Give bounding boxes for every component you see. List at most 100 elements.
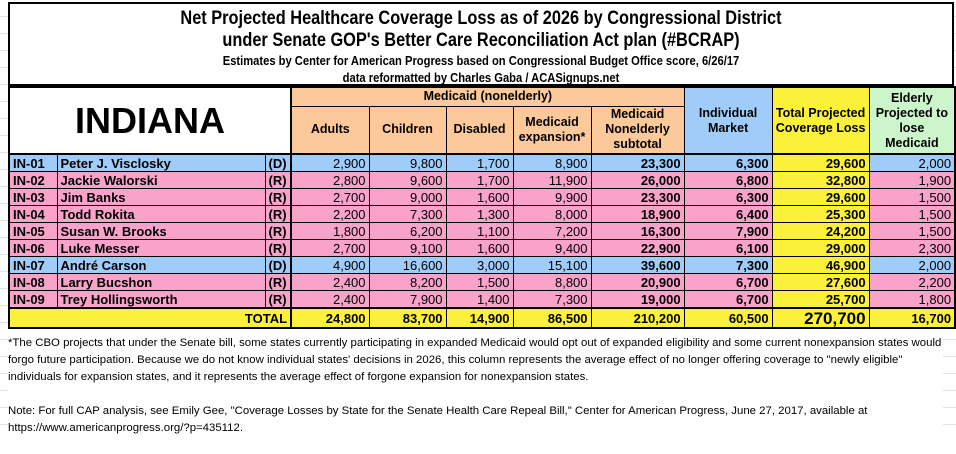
table-row: IN-02 Jackie Walorski (R) 2,800 9,600 1,700 11… [8,171,956,189]
cell-disabled: 1,600 [445,188,514,206]
cell-district: IN-04 [8,205,58,223]
cell-elderly: 1,500 [868,205,956,223]
individual-market-header: Individual Market [683,86,773,155]
cell-adults: 1,800 [290,222,370,240]
total-children: 83,700 [368,307,447,329]
district-table: INDIANA Medicaid (nonelderly) Individual… [8,86,956,329]
cell-children: 7,900 [368,290,447,309]
cell-district: IN-02 [8,171,58,189]
cell-individual: 6,300 [683,188,773,206]
cell-total: 29,000 [771,239,870,257]
cell-subtotal: 39,600 [590,256,685,274]
cell-district: IN-03 [8,188,58,206]
cell-elderly: 1,500 [868,188,956,206]
cell-name: Susan W. Brooks [56,222,266,240]
cell-subtotal: 23,300 [590,153,685,172]
cell-district: IN-07 [8,256,58,274]
cell-party: (R) [264,205,293,223]
cell-party: (R) [264,222,293,240]
cell-subtotal: 22,900 [590,239,685,257]
cell-total: 24,200 [771,222,870,240]
cell-name: Todd Rokita [56,205,266,223]
cell-name: Larry Bucshon [56,273,266,291]
cell-total: 25,700 [771,290,870,309]
cell-children: 9,100 [368,239,447,257]
total-disabled: 14,900 [445,307,514,329]
cell-subtotal: 16,300 [590,222,685,240]
cell-individual: 6,800 [683,171,773,189]
subtitle-line-1: Estimates by Center for American Progres… [222,53,740,68]
cell-disabled: 1,100 [445,222,514,240]
state-name: INDIANA [8,86,293,155]
cell-disabled: 1,600 [445,239,514,257]
cell-district: IN-06 [8,239,58,257]
table-row: IN-01 Peter J. Visclosky (D) 2,900 9,800 1,70… [8,153,956,172]
cell-expansion: 8,000 [512,205,592,223]
cell-adults: 2,900 [290,153,370,172]
cell-elderly: 2,200 [868,273,956,291]
cell-children: 7,300 [368,205,447,223]
source-note: Note: For full CAP analysis, see Emily G… [8,405,868,434]
cell-adults: 2,800 [290,171,370,189]
cell-adults: 2,700 [290,239,370,257]
cell-individual: 7,900 [683,222,773,240]
cell-individual: 6,100 [683,239,773,257]
cell-name: Jackie Walorski [56,171,266,189]
cell-expansion: 9,400 [512,239,592,257]
cell-expansion: 11,900 [512,171,592,189]
cell-district: IN-05 [8,222,58,240]
cell-party: (R) [264,239,293,257]
cell-elderly: 2,000 [868,153,956,172]
cell-name: Peter J. Visclosky [56,153,266,172]
total-coverage-loss: 270,700 [771,307,870,329]
cell-elderly: 2,000 [868,256,956,274]
cell-children: 16,600 [368,256,447,274]
cell-party: (D) [264,256,293,274]
cell-total: 29,600 [771,153,870,172]
cell-district: IN-01 [8,153,58,172]
cell-children: 6,200 [368,222,447,240]
total-label: TOTAL [8,307,293,329]
children-header: Children [368,105,447,155]
cell-name: Jim Banks [56,188,266,206]
footnote: *The CBO projects that under the Senate … [8,337,942,383]
cell-total: 46,900 [771,256,870,274]
title-line-2: under Senate GOP's Better Care Reconcili… [222,30,740,51]
cell-expansion: 9,900 [512,188,592,206]
adults-header: Adults [290,105,370,155]
cell-elderly: 1,900 [868,171,956,189]
total-row: TOTAL 24,800 83,700 14,900 86,500 210,20… [8,307,956,329]
subtitle-line-2: data reformatted by Charles Gaba / ACASi… [342,70,620,85]
cell-party: (R) [264,188,293,206]
cell-adults: 4,900 [290,256,370,274]
cell-children: 9,800 [368,153,447,172]
cell-district: IN-08 [8,273,58,291]
cell-district: IN-09 [8,290,58,309]
cell-subtotal: 19,000 [590,290,685,309]
title-block: Net Projected Healthcare Coverage Loss a… [8,2,954,86]
cell-subtotal: 20,900 [590,273,685,291]
cell-individual: 6,300 [683,153,773,172]
disabled-header: Disabled [445,105,514,155]
cell-adults: 2,200 [290,205,370,223]
cell-party: (R) [264,273,293,291]
table-row: IN-06 Luke Messer (R) 2,700 9,100 1,600 9,400 2… [8,239,956,257]
cell-subtotal: 18,900 [590,205,685,223]
cell-disabled: 1,500 [445,273,514,291]
cell-total: 27,600 [771,273,870,291]
cell-name: André Carson [56,256,266,274]
coverage-loss-sheet: Net Projected Healthcare Coverage Loss a… [8,2,956,329]
cell-party: (R) [264,290,293,309]
cell-elderly: 1,800 [868,290,956,309]
cell-subtotal: 26,000 [590,171,685,189]
total-expansion: 86,500 [512,307,592,329]
cell-individual: 6,700 [683,273,773,291]
cell-expansion: 7,300 [512,290,592,309]
cell-expansion: 15,100 [512,256,592,274]
cell-expansion: 8,900 [512,153,592,172]
cell-party: (R) [264,171,293,189]
cell-children: 9,600 [368,171,447,189]
cell-individual: 7,300 [683,256,773,274]
cell-subtotal: 23,300 [590,188,685,206]
title-line-1: Net Projected Healthcare Coverage Loss a… [180,8,782,29]
